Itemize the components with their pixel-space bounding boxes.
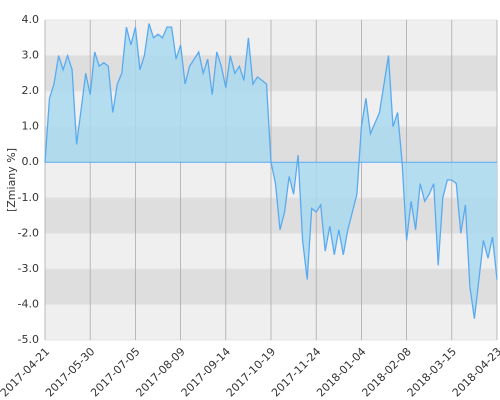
y-axis-title: [Zmiany %] <box>5 148 18 212</box>
y-tick-label: 4.0 <box>22 13 40 26</box>
y-tick-label: -5.0 <box>18 333 39 346</box>
area <box>45 23 497 319</box>
y-tick-label: 1.0 <box>22 120 40 133</box>
y-tick-label: 2.0 <box>22 84 40 97</box>
y-tick-label: -2.0 <box>18 226 39 239</box>
y-tick-label: -4.0 <box>18 297 39 310</box>
line <box>44 23 498 319</box>
y-tick-label: -1.0 <box>18 191 39 204</box>
y-tick-label: -3.0 <box>18 262 39 275</box>
y-tick-label: 3.0 <box>22 49 40 62</box>
y-tick-label: 0.0 <box>22 155 40 168</box>
